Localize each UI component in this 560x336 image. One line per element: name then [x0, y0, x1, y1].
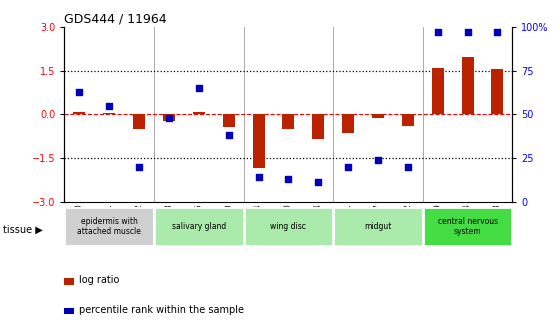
- Bar: [402, 114, 414, 126]
- Text: central nervous
system: central nervous system: [437, 217, 498, 237]
- Point: [344, 164, 353, 169]
- Bar: [282, 114, 295, 129]
- FancyBboxPatch shape: [333, 207, 423, 246]
- Bar: [372, 114, 384, 118]
- Point: [284, 176, 293, 181]
- Bar: [133, 114, 145, 129]
- Point: [224, 132, 233, 138]
- Bar: [64, 279, 74, 285]
- Bar: [64, 308, 74, 314]
- Bar: [432, 68, 444, 114]
- Bar: [193, 112, 205, 114]
- Text: epidermis with
attached muscle: epidermis with attached muscle: [77, 217, 141, 237]
- Point: [105, 103, 114, 108]
- Text: log ratio: log ratio: [79, 275, 119, 285]
- Bar: [342, 114, 354, 133]
- Text: GDS444 / 11964: GDS444 / 11964: [64, 13, 167, 26]
- Point: [374, 157, 382, 162]
- Point: [254, 174, 263, 180]
- Bar: [223, 114, 235, 127]
- Point: [403, 164, 412, 169]
- Point: [134, 164, 143, 169]
- Text: salivary gland: salivary gland: [172, 222, 226, 231]
- Text: midgut: midgut: [365, 222, 391, 231]
- Text: wing disc: wing disc: [270, 222, 306, 231]
- Bar: [103, 113, 115, 114]
- Point: [493, 30, 502, 35]
- Point: [314, 180, 323, 185]
- Bar: [461, 57, 474, 114]
- Bar: [73, 112, 85, 114]
- FancyBboxPatch shape: [244, 207, 333, 246]
- Bar: [253, 114, 264, 168]
- Point: [165, 115, 174, 120]
- Bar: [312, 114, 324, 139]
- FancyBboxPatch shape: [154, 207, 244, 246]
- Point: [463, 30, 472, 35]
- Bar: [163, 114, 175, 121]
- Bar: [492, 69, 503, 114]
- Point: [75, 89, 84, 94]
- Point: [194, 85, 203, 91]
- FancyBboxPatch shape: [64, 207, 154, 246]
- Point: [433, 30, 442, 35]
- Text: tissue ▶: tissue ▶: [3, 225, 43, 235]
- FancyBboxPatch shape: [423, 207, 512, 246]
- Text: percentile rank within the sample: percentile rank within the sample: [79, 305, 244, 315]
